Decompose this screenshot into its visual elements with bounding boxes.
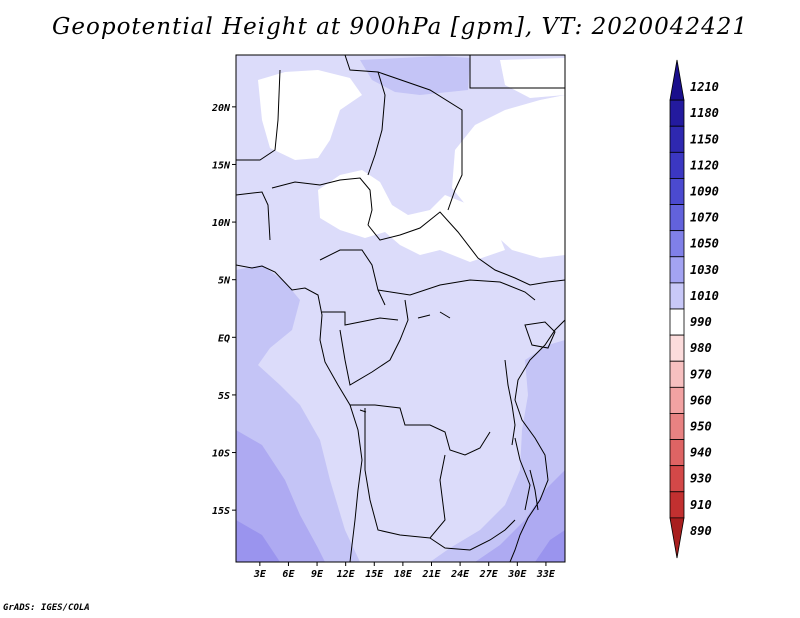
colorbar-label: 1210	[690, 80, 719, 94]
colorbar-swatch	[669, 230, 685, 258]
field-medium-southwest	[236, 430, 325, 562]
x-tick-label: 18E	[394, 569, 413, 580]
field-medium-southeast	[475, 470, 565, 562]
colorbar-swatch	[669, 465, 685, 493]
border-c4	[364, 408, 446, 539]
y-tick-label: EQ	[218, 333, 230, 344]
colorbar-label: 950	[690, 420, 712, 434]
colorbar-swatch	[669, 386, 685, 414]
colorbar-label: 1180	[690, 106, 719, 120]
colorbar-swatch	[669, 517, 685, 559]
colorbar-label: 980	[690, 341, 712, 355]
lake-tanganyika	[504, 359, 516, 446]
field-white-chad	[318, 170, 505, 262]
map-chart: 3E 6E 9E 12E 15E 18E 21E 24E 27E 30E 33E 20N 15N 10N…	[211, 54, 719, 580]
colorbar-label: 960	[690, 393, 712, 407]
field-white-sahara	[258, 70, 362, 160]
coastline-east	[509, 319, 565, 562]
x-tick-label: 21E	[421, 569, 441, 580]
grads-credit: GrADS: IGES/COLA	[3, 603, 90, 613]
border-s2	[514, 437, 531, 511]
colorbar-swatch	[669, 256, 685, 284]
colorbar-label: 1120	[690, 158, 719, 172]
border-n3	[377, 71, 463, 211]
colorbar-swatch	[669, 334, 685, 362]
colorbar-swatch	[669, 125, 685, 153]
field-deep-corner	[236, 520, 280, 562]
colorbar-swatch	[669, 413, 685, 440]
x-tick-label: 30E	[507, 569, 527, 580]
x-tick-label: 24E	[450, 569, 470, 580]
y-tick-label: 10N	[212, 218, 231, 229]
coastline-west	[236, 264, 363, 562]
colorbar-label: 990	[690, 315, 712, 329]
border-n6	[271, 177, 373, 226]
field-lavender-north	[360, 56, 470, 95]
x-tick-label: 6E	[282, 569, 295, 580]
border-n5	[236, 191, 271, 241]
colorbar-label: 1050	[690, 237, 719, 251]
colorbar-swatch	[669, 99, 685, 127]
field-deep-corner-east	[535, 530, 565, 562]
field-white-sudan	[452, 95, 565, 258]
colorbar-label: 940	[690, 446, 712, 460]
colorbar-label: 1150	[690, 132, 719, 146]
y-tick-label: 5S	[218, 391, 230, 402]
border-n9	[377, 279, 536, 301]
x-tick-label: 9E	[311, 569, 324, 580]
colorbar-swatch	[669, 491, 685, 519]
x-tick-label: 33E	[536, 569, 556, 580]
border-n4	[469, 55, 565, 89]
lake-victoria	[524, 321, 556, 349]
colorbar-swatch	[669, 151, 685, 179]
colorbar-label: 1070	[690, 211, 719, 225]
x-tick-label: 27E	[479, 569, 499, 580]
lake-malawi	[529, 469, 539, 511]
field-lavender-east	[430, 340, 565, 562]
y-tick-label: 20N	[211, 103, 231, 114]
colorbar-swatch	[669, 360, 685, 388]
border-c1	[322, 311, 399, 326]
border-c3	[350, 404, 491, 456]
colorbar-swatch	[669, 282, 685, 310]
border-c2	[339, 299, 409, 386]
y-axis: 20N 15N 10N 5N EQ 5S 10S 15S	[211, 103, 236, 517]
field-shading	[236, 55, 565, 562]
colorbar-label: 1090	[690, 185, 719, 199]
colorbar-label: 1010	[690, 289, 719, 303]
x-axis: 3E 6E 9E 12E 15E 18E 21E 24E 27E 30E 33E	[253, 562, 556, 580]
country-borders	[236, 55, 565, 562]
colorbar-swatch	[669, 59, 685, 101]
y-tick-label: 15N	[212, 160, 231, 171]
chart-title: Geopotential Height at 900hPa [gpm], VT:…	[52, 14, 748, 40]
y-tick-label: 5N	[218, 276, 231, 287]
colorbar-swatch	[669, 439, 685, 467]
x-tick-label: 3E	[253, 569, 267, 580]
colorbar-swatch	[669, 204, 685, 232]
colorbar-swatch	[669, 308, 685, 336]
border-n1	[236, 69, 281, 161]
colorbar-label: 890	[690, 524, 712, 538]
x-tick-label: 12E	[337, 569, 356, 580]
border-s1	[429, 519, 516, 551]
colorbar-label: 1030	[690, 263, 719, 277]
y-tick-label: 10S	[212, 449, 230, 460]
colorbar-swatch	[669, 178, 685, 205]
border-n2	[344, 55, 386, 176]
river-congo	[359, 311, 451, 413]
colorbar-label: 930	[690, 472, 712, 486]
border-n7	[319, 249, 386, 306]
colorbar: 1210 1180 1150 1120 1090 1070 1050 1030 1010 990 9…	[669, 59, 719, 559]
colorbar-label: 910	[690, 498, 712, 512]
y-tick-label: 15S	[212, 506, 230, 517]
map-frame	[235, 54, 566, 563]
border-n8	[367, 211, 565, 286]
x-tick-label: 15E	[365, 569, 384, 580]
colorbar-label: 970	[690, 367, 712, 381]
